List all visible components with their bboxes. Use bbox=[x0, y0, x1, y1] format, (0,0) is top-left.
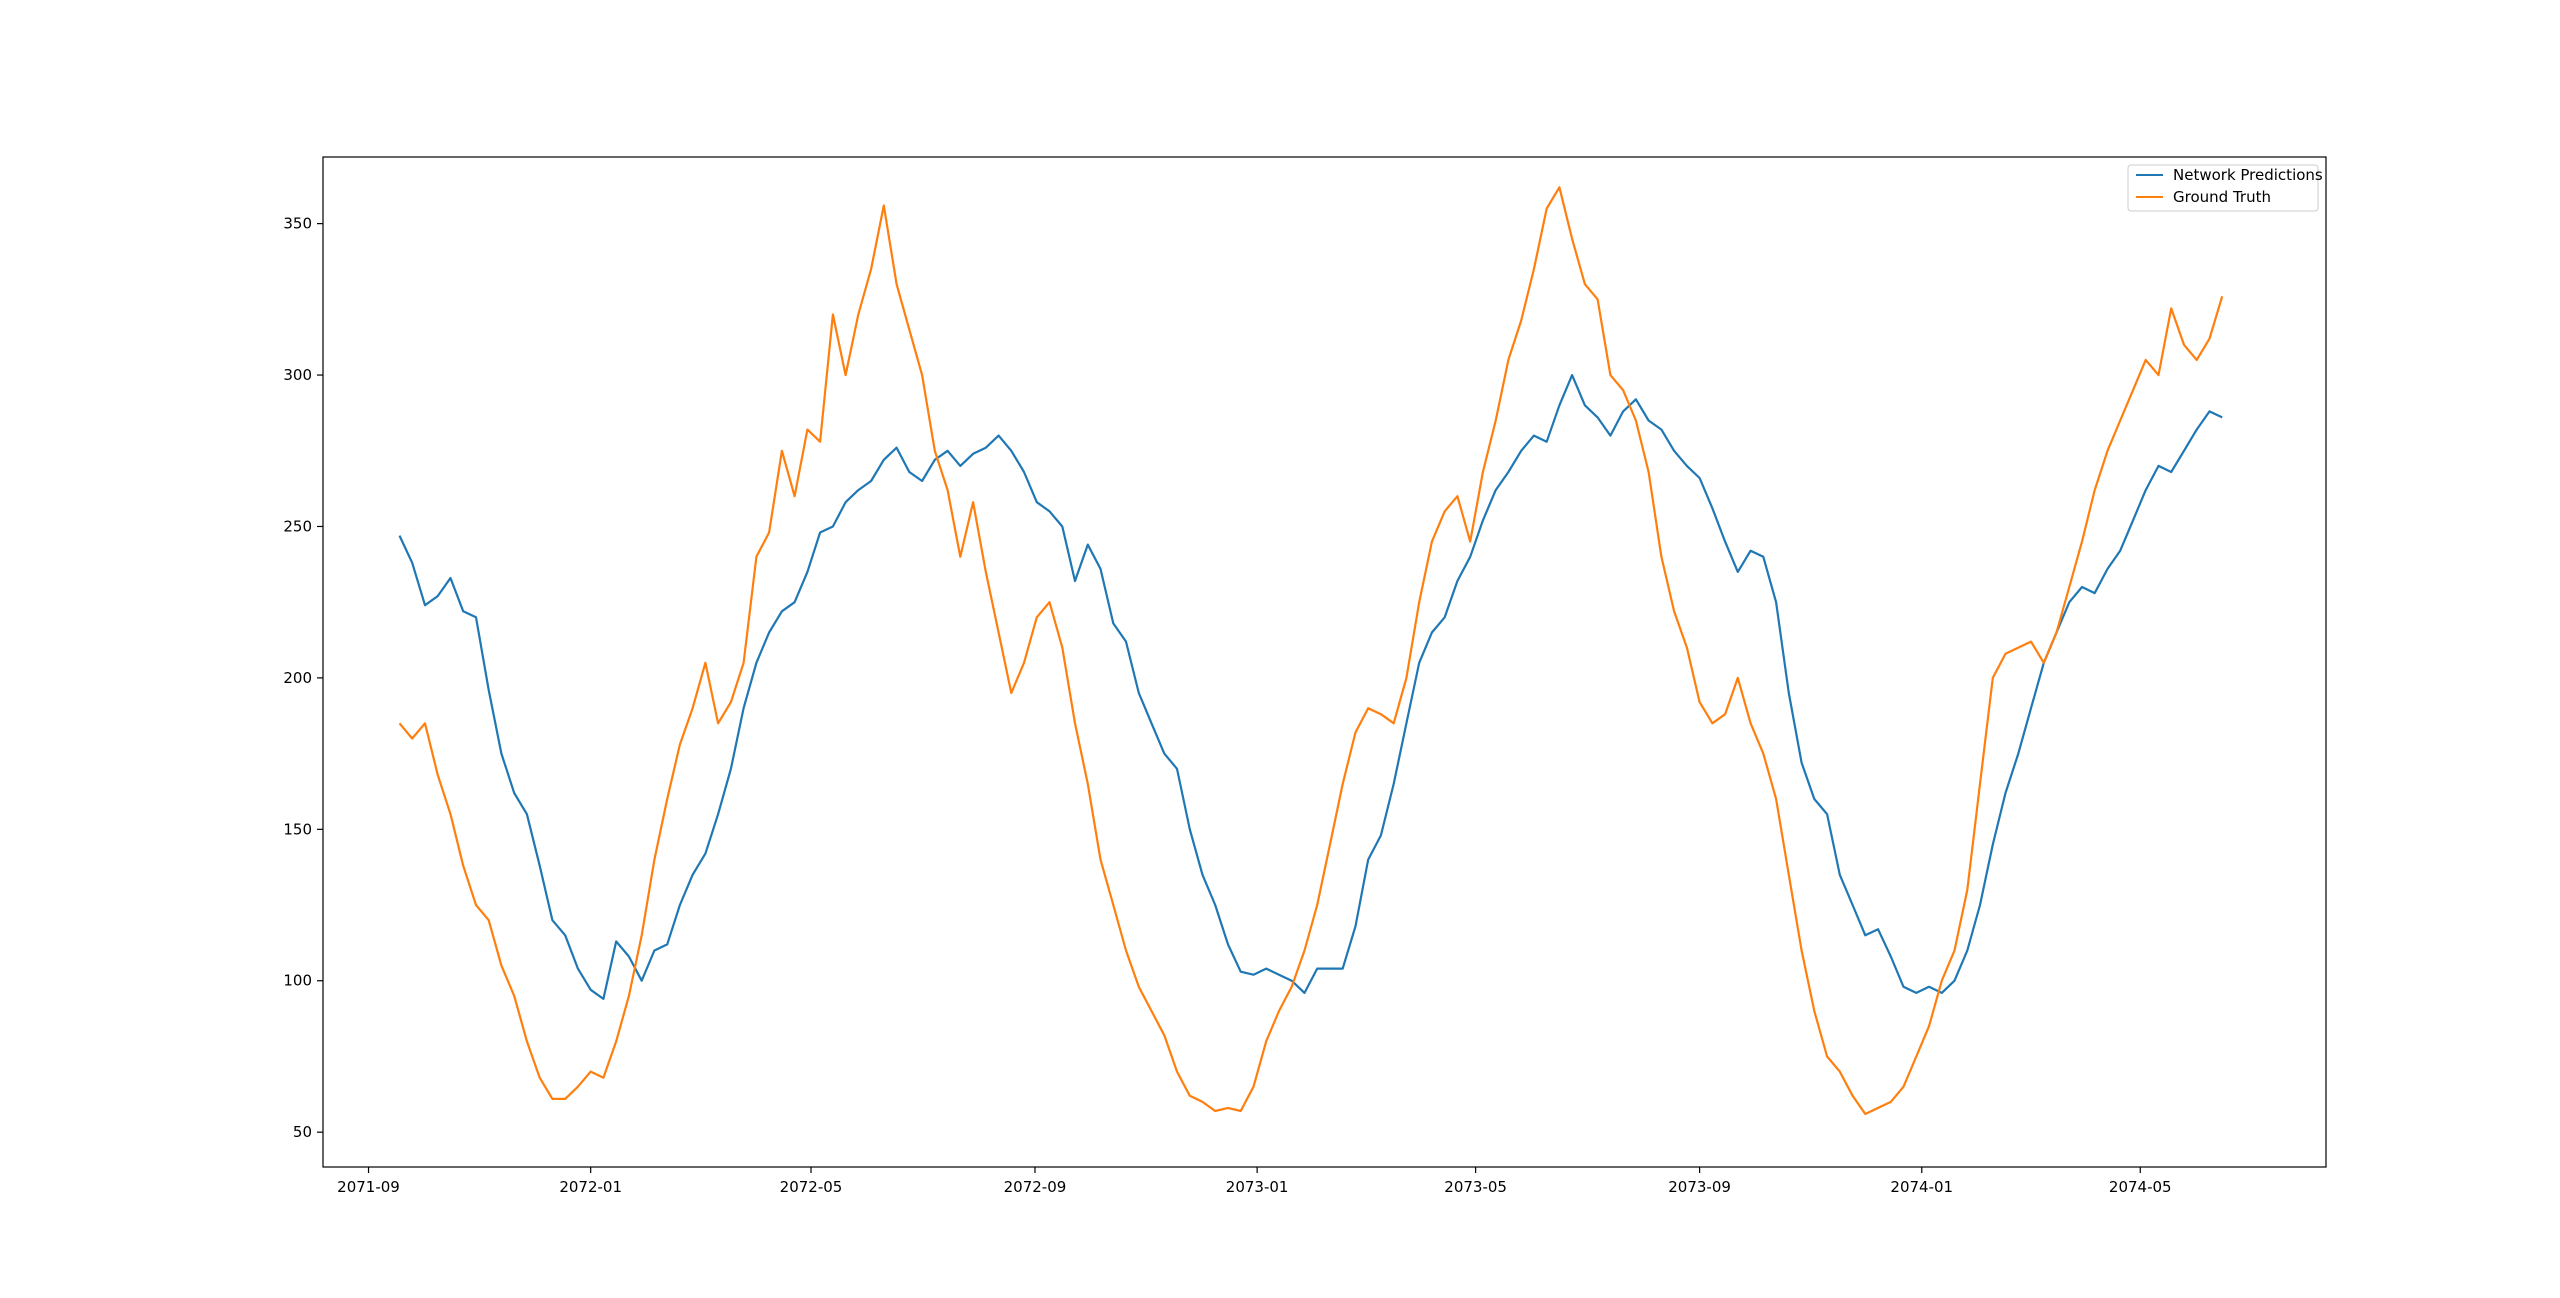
x-tick-label: 2073-09 bbox=[1668, 1178, 1731, 1196]
x-tick-label: 2073-05 bbox=[1444, 1178, 1507, 1196]
x-tick-label: 2074-05 bbox=[2109, 1178, 2172, 1196]
y-tick-label: 100 bbox=[283, 972, 312, 990]
x-axis: 2071-09 2072-01 2072-05 2072-09 2073-01 2073-… bbox=[337, 1167, 2172, 1196]
series-line-ground-truth bbox=[398, 186, 2224, 1116]
y-tick-label: 50 bbox=[293, 1123, 312, 1141]
plot-frame bbox=[322, 156, 2327, 1168]
x-tick-label: 2072-09 bbox=[1004, 1178, 1067, 1196]
legend-label-ground-truth: Ground Truth bbox=[2173, 188, 2271, 206]
y-tick-label: 250 bbox=[283, 517, 312, 535]
y-tick-label: 200 bbox=[283, 669, 312, 687]
legend-box bbox=[2127, 164, 2319, 212]
y-tick-label: 300 bbox=[283, 366, 312, 384]
legend-label-network-predictions: Network Predictions bbox=[2173, 166, 2323, 184]
x-tick-label: 2071-09 bbox=[337, 1178, 400, 1196]
y-tick-label: 350 bbox=[283, 215, 312, 233]
series-layer bbox=[398, 186, 2224, 1116]
x-tick-label: 2074-01 bbox=[1890, 1178, 1953, 1196]
y-axis: 50 100 150 200 250 300 350 bbox=[283, 215, 323, 1141]
x-tick-label: 2072-01 bbox=[559, 1178, 622, 1196]
legend: Network Predictions Ground Truth bbox=[2127, 164, 2323, 212]
x-tick-label: 2073-01 bbox=[1226, 1178, 1289, 1196]
series-line-network-predictions bbox=[398, 374, 2223, 1000]
y-tick-label: 150 bbox=[283, 820, 312, 838]
x-tick-label: 2072-05 bbox=[780, 1178, 843, 1196]
